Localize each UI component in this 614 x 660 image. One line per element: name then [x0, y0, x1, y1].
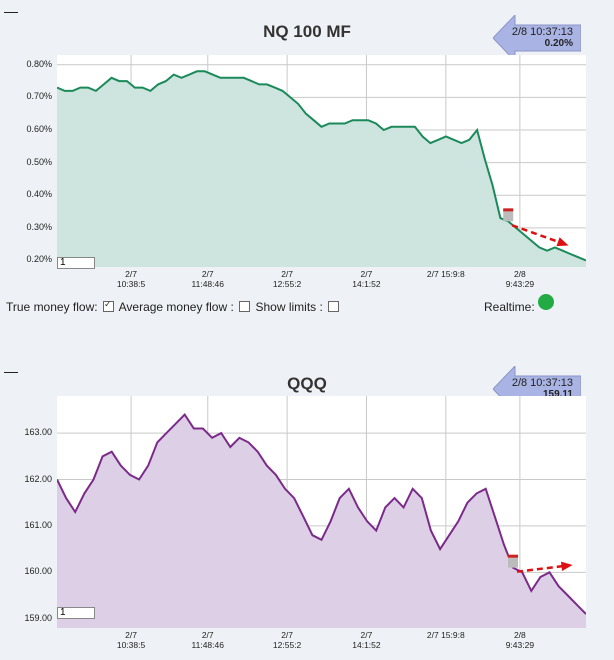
chart2-svg	[57, 396, 586, 628]
x-tick-label: 2/8 9:43:29	[505, 630, 535, 650]
y-tick-label: 0.30%	[26, 221, 52, 232]
y-tick-label: 0.40%	[26, 189, 52, 200]
chart2-callout-value: 159.11	[542, 389, 573, 400]
chart1-title: NQ 100 MF	[263, 22, 351, 41]
y-tick-label: 162.00	[24, 473, 52, 484]
y-tick-label: 161.00	[24, 519, 52, 530]
chart1-svg	[57, 55, 586, 267]
realtime-status-dot	[538, 294, 554, 310]
gap-marker	[503, 209, 514, 222]
series-area	[57, 71, 586, 267]
gap-marker	[508, 555, 519, 568]
true-money-flow-label: True money flow:	[6, 300, 98, 314]
series-line	[57, 70, 586, 262]
y-tick-label: 0.80%	[26, 58, 52, 69]
x-tick-label: 2/7 10:38:5	[116, 269, 146, 289]
panel2-dash	[4, 372, 18, 373]
y-tick-label: 0.60%	[26, 124, 52, 134]
trend-arrow	[516, 564, 567, 573]
chart2-plot[interactable]	[57, 396, 586, 628]
true-money-flow-checkbox[interactable]	[102, 299, 114, 312]
x-tick-label: 2/7 12:55:2	[272, 269, 302, 289]
x-tick-label: 2/7 14:1:52	[352, 269, 381, 289]
y-tick-label: 159.00	[24, 612, 52, 623]
chart2-callout-time: 2/8 10:37:13	[511, 377, 573, 389]
controls-row: True money flow: Average money flow : Sh…	[6, 299, 341, 314]
x-tick-label: 2/7 15:9:8	[426, 269, 465, 279]
x-tick-label: 2/7 11:48:46	[191, 630, 224, 650]
chart1-callout[interactable]: 2/8 10:37:13 0.20%	[493, 15, 581, 61]
x-tick-label: 2/7 12:55:2	[272, 630, 302, 650]
y-tick-label: 0.70%	[26, 91, 52, 102]
average-money-flow-label: Average money flow :	[118, 300, 234, 314]
y-tick-label: 0.20%	[26, 254, 52, 265]
chart2-title: QQQ	[287, 374, 327, 393]
trend-arrow-head	[556, 237, 569, 247]
chart2-zoom-input[interactable]	[57, 607, 95, 619]
y-tick-label: 160.00	[24, 566, 52, 577]
series-line	[57, 413, 586, 615]
chart1-zoom-input[interactable]	[57, 257, 95, 269]
y-tick-label: 0.50%	[26, 156, 52, 167]
show-limits-checkbox[interactable]	[328, 301, 340, 312]
y-tick-label: 163.00	[24, 427, 52, 438]
gap-marker-cap	[503, 208, 514, 212]
x-tick-label: 2/7 11:48:46	[191, 269, 224, 289]
x-tick-label: 2/7 10:38:5	[116, 630, 146, 650]
x-tick-label: 2/7 14:1:52	[352, 630, 381, 650]
x-tick-label: 2/7 15:9:8	[426, 630, 465, 640]
realtime-label: Realtime:	[484, 300, 535, 314]
chart1-callout-value: 0.20%	[544, 38, 573, 49]
average-money-flow-checkbox[interactable]	[239, 301, 251, 312]
gap-marker-cap	[508, 554, 519, 558]
chart1-plot[interactable]	[57, 55, 586, 267]
show-limits-label: Show limits :	[255, 300, 323, 314]
trend-arrow	[511, 224, 564, 245]
x-tick-label: 2/8 9:43:29	[505, 269, 535, 289]
trend-arrow-head	[560, 561, 573, 571]
chart1-callout-time: 2/8 10:37:13	[511, 26, 573, 38]
series-area	[57, 414, 586, 628]
panel1-dash	[4, 12, 18, 13]
